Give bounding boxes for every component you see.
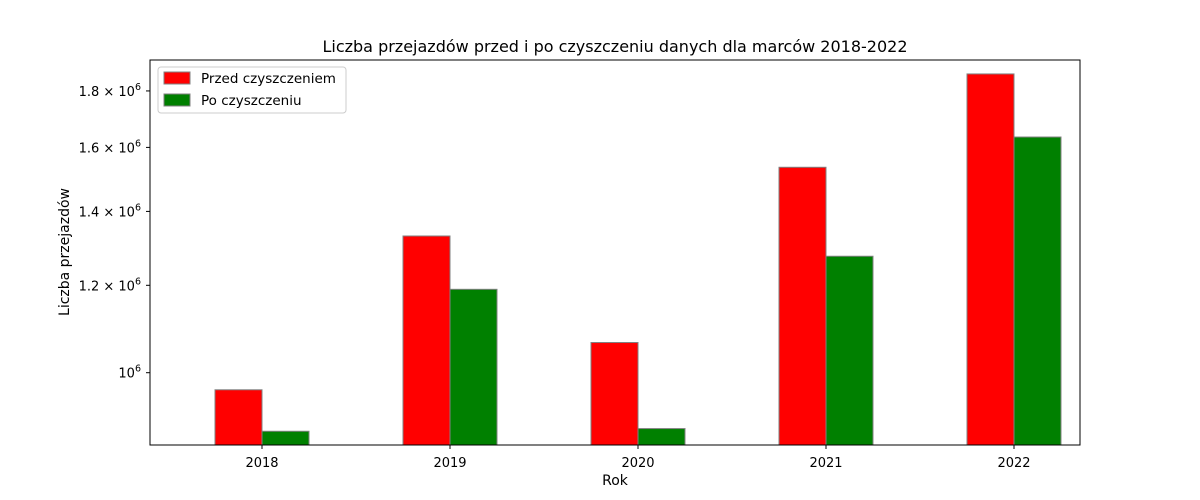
bar-przed-2022	[966, 73, 1015, 446]
x-tick-label: 2019	[433, 456, 466, 471]
y-axis-label: Liczba przejazdów	[57, 188, 73, 316]
legend-swatch	[163, 93, 191, 107]
legend: Przed czyszczeniem Po czyszczeniu	[157, 66, 347, 114]
legend-label: Przed czyszczeniem	[201, 71, 336, 87]
bars-group	[214, 73, 1062, 446]
y-tick-label: 1.4 × 106	[79, 202, 141, 220]
y-tick-label: 106	[118, 364, 141, 382]
y-tick-label: 1.8 × 106	[79, 82, 141, 100]
bar-po-2018	[261, 430, 310, 446]
bar-przed-2020	[590, 342, 639, 446]
x-axis: 2018 2019 2020 2021 2022	[245, 445, 1031, 471]
legend-swatch	[163, 71, 191, 85]
y-axis: 106 1.2 × 106 1.4 × 106 1.6 × 106 1.8 × 106	[79, 82, 150, 382]
bar-po-2021	[825, 255, 874, 446]
bar-po-2020	[637, 428, 686, 446]
x-tick-label: 2018	[245, 456, 278, 471]
chart-title: Liczba przejazdów przed i po czyszczeniu…	[322, 37, 907, 56]
x-tick-label: 2021	[809, 456, 842, 471]
x-axis-label: Rok	[602, 473, 629, 489]
plot-frame	[149, 59, 1081, 446]
legend-label: Po czyszczeniu	[201, 93, 302, 109]
bar-przed-2021	[778, 166, 827, 446]
bar-przed-2018	[214, 389, 263, 446]
bar-po-2019	[449, 288, 498, 446]
legend-box	[157, 66, 347, 114]
y-tick-label: 1.6 × 106	[79, 138, 141, 156]
x-tick-label: 2020	[621, 456, 654, 471]
x-tick-label: 2022	[997, 456, 1030, 471]
y-tick-label: 1.2 × 106	[79, 276, 141, 294]
bar-po-2022	[1013, 136, 1062, 446]
bar-przed-2019	[402, 235, 451, 446]
